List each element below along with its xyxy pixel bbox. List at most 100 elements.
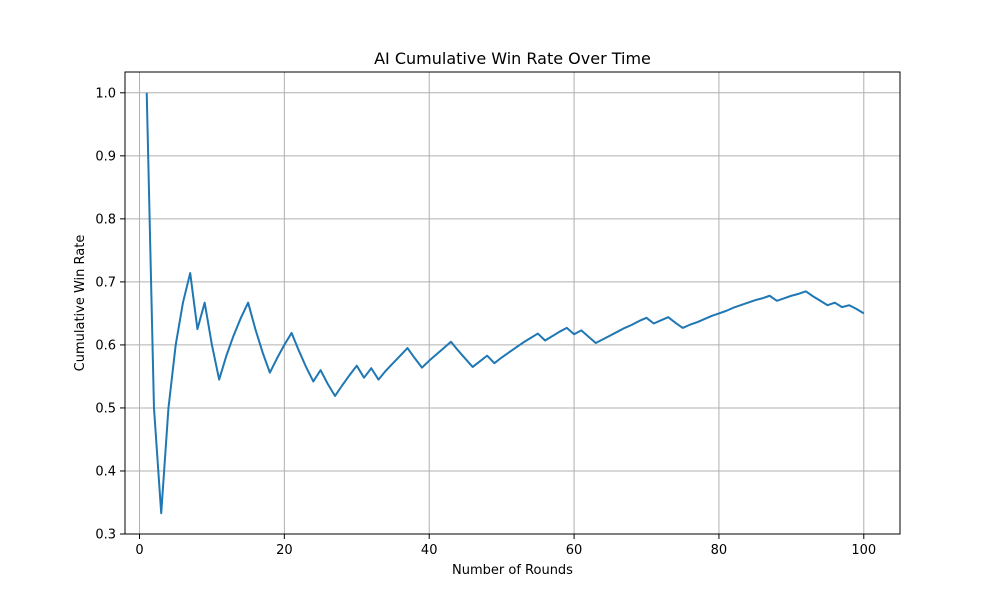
data-point bbox=[537, 333, 539, 335]
data-point bbox=[370, 367, 372, 369]
data-point bbox=[406, 347, 408, 349]
data-point bbox=[269, 372, 271, 374]
data-point bbox=[363, 377, 365, 379]
data-point bbox=[421, 367, 423, 369]
x-tick-label: 100 bbox=[851, 543, 876, 558]
data-point bbox=[428, 360, 430, 362]
data-point bbox=[233, 334, 235, 336]
data-point bbox=[479, 360, 481, 362]
data-point bbox=[334, 395, 336, 397]
data-point bbox=[385, 370, 387, 372]
data-point bbox=[204, 302, 206, 304]
data-point bbox=[812, 295, 814, 297]
data-point bbox=[617, 331, 619, 333]
data-point bbox=[559, 331, 561, 333]
data-point bbox=[327, 383, 329, 385]
data-point bbox=[827, 304, 829, 306]
data-point bbox=[530, 337, 532, 339]
data-point bbox=[182, 302, 184, 304]
data-point bbox=[747, 302, 749, 304]
data-point bbox=[320, 369, 322, 371]
data-point bbox=[175, 344, 177, 346]
data-point bbox=[501, 357, 503, 359]
data-point bbox=[769, 295, 771, 297]
data-point bbox=[653, 322, 655, 324]
y-tick-label: 0.8 bbox=[95, 212, 116, 227]
data-point bbox=[776, 300, 778, 302]
plot-frame bbox=[124, 71, 901, 535]
data-point bbox=[356, 365, 358, 367]
data-point bbox=[732, 307, 734, 309]
data-point bbox=[863, 312, 865, 314]
data-point bbox=[856, 308, 858, 310]
y-tick-label: 0.9 bbox=[95, 149, 116, 164]
data-point bbox=[508, 351, 510, 353]
data-point bbox=[283, 344, 285, 346]
grid-lines bbox=[125, 72, 900, 535]
x-axis-label: Number of Rounds bbox=[452, 563, 573, 578]
y-tick-label: 0.4 bbox=[95, 464, 116, 479]
data-point bbox=[515, 346, 517, 348]
data-point bbox=[399, 355, 401, 357]
data-point bbox=[218, 379, 220, 381]
data-point bbox=[573, 333, 575, 335]
data-point bbox=[740, 304, 742, 306]
data-point bbox=[450, 341, 452, 343]
data-point bbox=[660, 319, 662, 321]
x-tick-label: 40 bbox=[421, 543, 438, 558]
y-tick-label: 0.5 bbox=[95, 401, 116, 416]
chart-title: AI Cumulative Win Rate Over Time bbox=[374, 49, 651, 68]
data-point bbox=[580, 329, 582, 331]
data-point bbox=[291, 332, 293, 334]
data-point bbox=[725, 310, 727, 312]
data-point bbox=[718, 312, 720, 314]
data-point bbox=[609, 334, 611, 336]
y-tick-label: 0.3 bbox=[95, 528, 116, 543]
data-point bbox=[435, 353, 437, 355]
data-point bbox=[703, 318, 705, 320]
data-point bbox=[378, 379, 380, 381]
data-point bbox=[602, 338, 604, 340]
data-point bbox=[711, 315, 713, 317]
data-point bbox=[414, 357, 416, 359]
data-point bbox=[667, 316, 669, 318]
data-point bbox=[486, 355, 488, 357]
data-point bbox=[472, 366, 474, 368]
data-point bbox=[645, 317, 647, 319]
data-point bbox=[631, 324, 633, 326]
data-point bbox=[790, 295, 792, 297]
data-point bbox=[189, 272, 191, 274]
y-tick-label: 0.7 bbox=[95, 275, 116, 290]
data-point bbox=[254, 328, 256, 330]
data-point bbox=[167, 407, 169, 409]
data-point bbox=[276, 357, 278, 359]
data-point bbox=[196, 328, 198, 330]
x-tick-label: 60 bbox=[566, 543, 583, 558]
data-point bbox=[160, 512, 162, 514]
data-point bbox=[443, 347, 445, 349]
data-point bbox=[544, 340, 546, 342]
data-point bbox=[798, 293, 800, 295]
data-point bbox=[588, 336, 590, 338]
data-point bbox=[247, 302, 249, 304]
series-layer bbox=[145, 92, 865, 515]
y-tick-label: 1.0 bbox=[95, 86, 116, 101]
data-point bbox=[153, 407, 155, 409]
win-rate-line bbox=[145, 92, 865, 515]
data-point bbox=[624, 327, 626, 329]
data-point bbox=[841, 306, 843, 308]
y-axis-ticks: 0.3 0.4 0.5 0.6 0.7 0.8 0.9 1.0 bbox=[95, 86, 125, 543]
data-point bbox=[682, 327, 684, 329]
data-point bbox=[225, 355, 227, 357]
data-point bbox=[305, 366, 307, 368]
data-point bbox=[392, 362, 394, 364]
data-point bbox=[457, 350, 459, 352]
x-tick-label: 80 bbox=[711, 543, 728, 558]
data-point bbox=[341, 384, 343, 386]
data-point bbox=[696, 321, 698, 323]
data-point bbox=[848, 304, 850, 306]
data-point bbox=[522, 341, 524, 343]
data-point bbox=[754, 299, 756, 301]
